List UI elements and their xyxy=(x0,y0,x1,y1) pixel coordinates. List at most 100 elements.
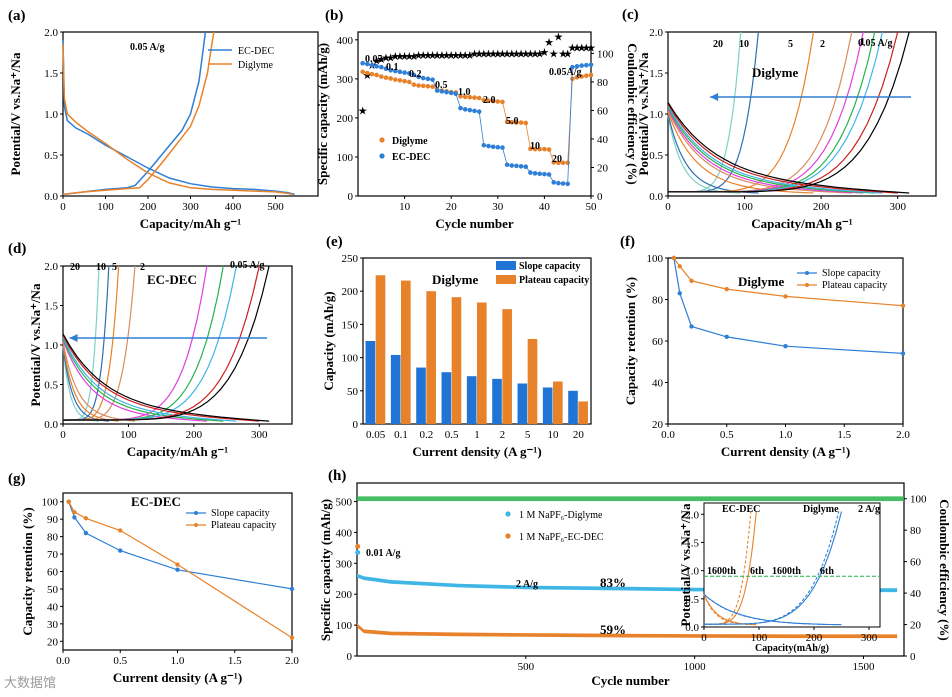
panel-b-rate-label: 10 xyxy=(530,141,540,152)
panel-b-ce-point: ★ xyxy=(456,50,466,62)
panel-b-data-point xyxy=(379,74,384,79)
panel-h-annotation: 59% xyxy=(600,622,626,637)
panel-g-xlabel: Current density (A g⁻¹) xyxy=(113,670,242,685)
panel-h-inset-ytick-label: 1.5 xyxy=(685,537,699,549)
panel-b-ce-point: ★ xyxy=(442,50,452,62)
panel-b-ytick-label: 0 xyxy=(348,191,354,203)
panel-b-ce-point: ★ xyxy=(535,48,545,60)
panel-c-title: Diglyme xyxy=(752,65,798,80)
panel-b-ce-point: ★ xyxy=(423,50,433,62)
panel-e-legend-label: Plateau capacity xyxy=(519,275,589,286)
panel-h-ytick-label: 300 xyxy=(336,558,353,570)
panel-b-data-point xyxy=(420,83,426,89)
panel-e-legend-label: Slope capacity xyxy=(519,261,580,272)
panel-b-ce-point: ★ xyxy=(488,48,498,60)
panel-b-data-point xyxy=(420,75,426,81)
panel-a-label: (a) xyxy=(8,8,26,24)
panel-f-data-point xyxy=(783,343,788,349)
panel-b-ce-point: ★ xyxy=(390,51,400,63)
panel-g-ytick-label: 20 xyxy=(47,636,59,648)
panel-h-annotation: 83% xyxy=(600,575,626,590)
panel-b-data-point xyxy=(448,90,454,96)
panel-f-xtick-label: 2.0 xyxy=(896,429,910,441)
panel-b-ce-point: ★ xyxy=(460,50,470,62)
panel-e-bar xyxy=(568,390,578,424)
panel-b-ylabel: Specific capacity (mAh/g) xyxy=(315,43,330,185)
panel-b-data-point xyxy=(472,95,477,100)
panel-g-data-point xyxy=(118,548,123,553)
panel-d-rate-label: 0.05 A/g xyxy=(230,260,264,271)
panel-f-data-point xyxy=(724,286,729,292)
panel-e-ytick-label: 250 xyxy=(342,253,359,265)
panel-c-xtick-label: 300 xyxy=(889,201,906,213)
panel-b-data-point xyxy=(462,94,468,100)
panel-e-bar xyxy=(426,291,436,424)
panel-b-data-point xyxy=(532,146,538,152)
panel-g-xtick-label: 1.0 xyxy=(171,655,185,667)
panel-b-ce-point: ★ xyxy=(409,51,419,63)
panel-b-data-point xyxy=(406,79,412,85)
panel-b-ce-point: ★ xyxy=(484,48,494,60)
panel-b-ce-point: ★ xyxy=(581,43,591,55)
panel-f-legend-label: Slope capacity xyxy=(822,268,881,279)
panel-b-data-point xyxy=(369,62,375,68)
panel-h-ytick-label: 500 xyxy=(336,497,353,509)
panel-b-data-point xyxy=(374,72,379,78)
panel-c-rate-label: 5 xyxy=(788,39,793,50)
panel-b-data-point xyxy=(360,69,365,75)
panel-b-data-point xyxy=(579,63,584,68)
panel-b-ce-point: ★ xyxy=(502,48,512,60)
panel-b-ce-point: ★ xyxy=(567,43,577,55)
panel-b-ce-point: ★ xyxy=(381,53,391,65)
panel-d-arrow-head xyxy=(69,334,78,342)
panel-b-ce-point: ★ xyxy=(493,48,503,60)
panel-b-data-point xyxy=(490,144,496,150)
panel-f-xlabel: Current density (A g⁻¹) xyxy=(721,444,850,459)
panel-b-ce-point: ★ xyxy=(563,48,573,60)
panel-a-ylabel: Potential/V vs.Na⁺/Na xyxy=(8,52,23,175)
panel-b-data-point xyxy=(500,99,505,105)
panel-e-bar xyxy=(375,275,386,424)
panel-b-data-point xyxy=(472,108,477,114)
panel-h-inset-curve xyxy=(704,511,840,625)
panel-b-rate-label: 0.5 xyxy=(435,80,448,91)
panel-e-bar xyxy=(466,376,477,424)
panel-b-data-point xyxy=(528,146,533,152)
panel-c-discharge-curve xyxy=(667,105,883,194)
panel-b-data-point xyxy=(537,146,543,152)
panel-b-series-line xyxy=(362,71,592,164)
panel-b-data-point xyxy=(565,160,570,166)
panel-g-legend-marker xyxy=(194,511,198,515)
panel-f-data-point xyxy=(671,255,677,261)
panel-f-xtick-label: 1.0 xyxy=(779,429,793,441)
panel-b-ce-point: ★ xyxy=(530,48,540,60)
panel-e-legend-swatch xyxy=(496,275,516,284)
panel-d-charge-curve xyxy=(62,265,224,421)
panel-b-data-point xyxy=(551,160,557,165)
panel-g-data-point xyxy=(289,635,295,640)
panel-b-data-point xyxy=(462,107,468,112)
panel-d-xtick-label: 200 xyxy=(186,429,203,441)
panel-b-data-point xyxy=(523,164,529,170)
panel-f-ytick-label: 80 xyxy=(652,295,664,307)
panel-g-ytick-label: 30 xyxy=(47,619,59,631)
panel-h-label: (h) xyxy=(328,468,346,484)
panel-d-discharge-curve xyxy=(62,335,260,422)
panel-h-inset-ylabel: Potential/V vs.Na⁺/Na xyxy=(678,503,693,626)
panel-b-y2tick-label: 100 xyxy=(597,48,614,60)
panel-b-ce-point: ★ xyxy=(479,48,489,60)
panel-h-annotation: 0.01 A/g xyxy=(366,548,400,559)
panel-a-xlabel: Capacity/mAh g⁻¹ xyxy=(140,216,242,231)
panel-h-legend-swatch xyxy=(505,533,511,539)
panel-h-inset-ytick-label: 0.0 xyxy=(685,622,699,634)
panel-h-first-point xyxy=(355,550,361,556)
panel-h-y2tick-label: 0 xyxy=(910,651,916,663)
panel-b-data-point xyxy=(444,89,449,95)
panel-a-legend-label: EC-DEC xyxy=(238,46,274,57)
panel-f-ytick-label: 100 xyxy=(647,253,664,265)
panel-b-ce-point: ★ xyxy=(432,50,442,62)
panel-b-data-point xyxy=(514,120,519,125)
panel-c-rate-label: 2 xyxy=(820,39,825,50)
panel-h-xtick-label: 1000 xyxy=(684,661,707,673)
panel-d-xtick-label: 300 xyxy=(251,429,268,441)
